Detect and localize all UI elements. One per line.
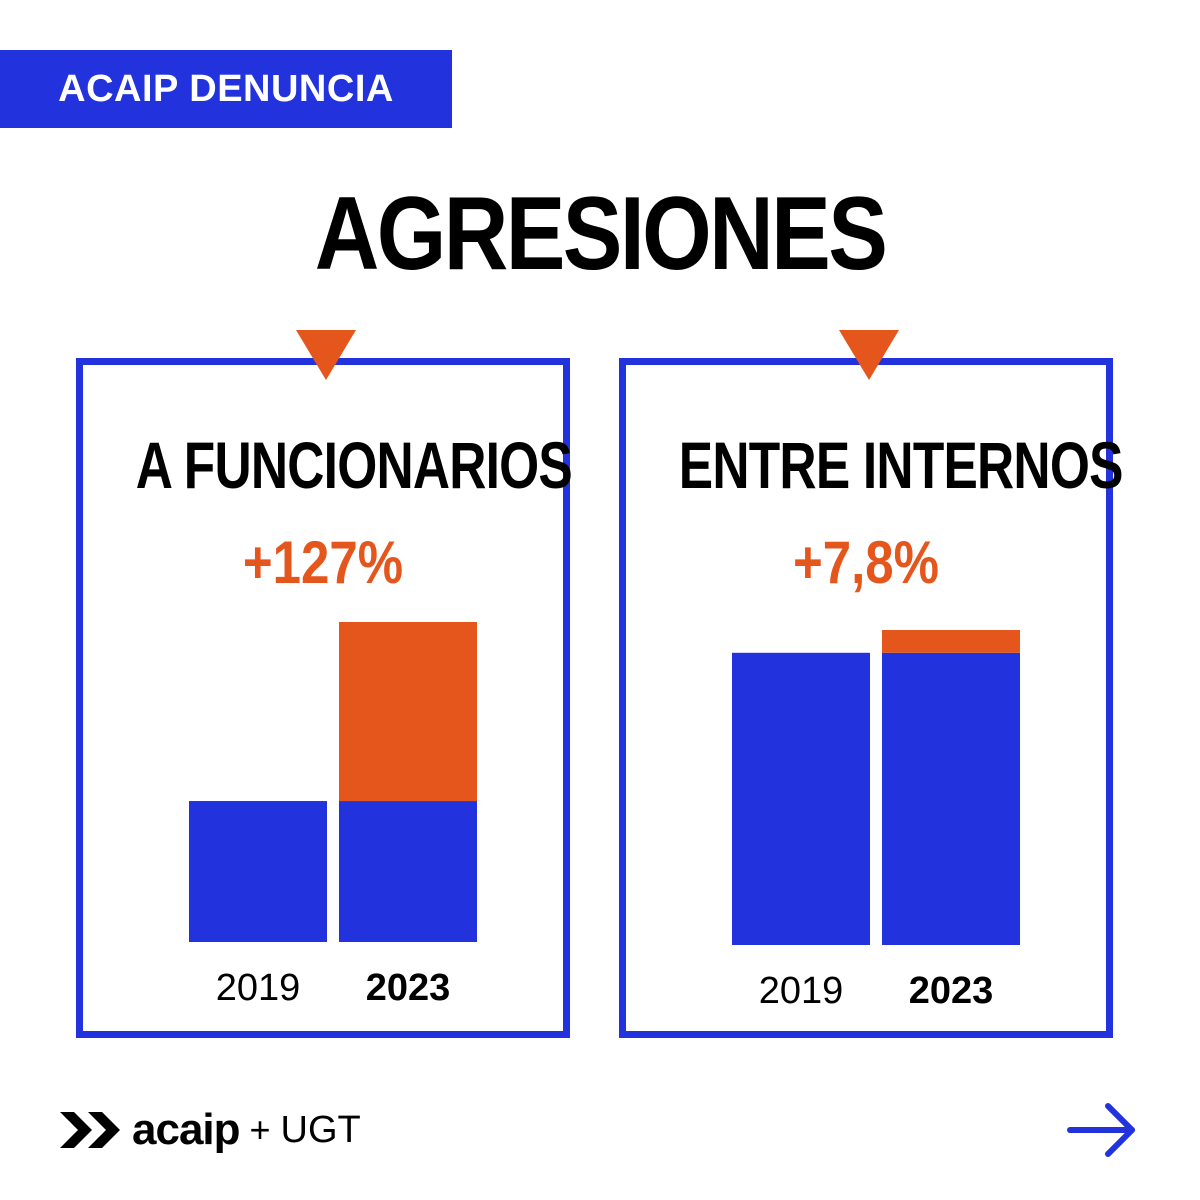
bar-2023-segment-1 (882, 630, 1020, 653)
bar-2023-segment-0 (339, 801, 477, 942)
x-tick-label-2019: 2019 (216, 967, 301, 1009)
panel-title: A FUNCIONARIOS (135, 428, 573, 502)
down-triangle-icon (296, 330, 356, 380)
bar-2023-segment-0 (882, 652, 1020, 945)
panel-internos: ENTRE INTERNOS +7,8% 2019 2023 (619, 358, 1124, 1038)
percent-change: +127% (242, 529, 404, 596)
double-chevron-icon (58, 1108, 126, 1152)
brand-name: acaip (132, 1105, 241, 1154)
panel-title: ENTRE INTERNOS (678, 428, 1124, 502)
bar-chart-internos: 2019 2023 (732, 630, 1020, 1012)
bar-2019-segment-0 (189, 801, 327, 942)
header-tag: ACAIP DENUNCIA (0, 50, 452, 128)
partner-name: UGT (280, 1108, 361, 1151)
bar-2019-segment-0 (732, 652, 870, 945)
x-tick-label-2019: 2019 (759, 970, 844, 1012)
arrow-right-icon[interactable] (1066, 1100, 1140, 1165)
page-title: AGRESIONES (314, 176, 888, 292)
panel-funcionarios: A FUNCIONARIOS +127% 2019 2023 (76, 358, 573, 1038)
bar-chart-funcionarios: 2019 2023 (189, 622, 477, 1009)
x-tick-label-2023: 2023 (909, 970, 994, 1012)
bar-2023-segment-1 (339, 622, 477, 802)
plus-sign: + (249, 1109, 271, 1150)
x-tick-label-2023: 2023 (366, 967, 451, 1009)
header-tag-label: ACAIP DENUNCIA (58, 67, 394, 110)
down-triangle-icon (839, 330, 899, 380)
acaip-ugt-logo: acaip + UGT (58, 1100, 361, 1160)
percent-change: +7,8% (792, 529, 940, 596)
